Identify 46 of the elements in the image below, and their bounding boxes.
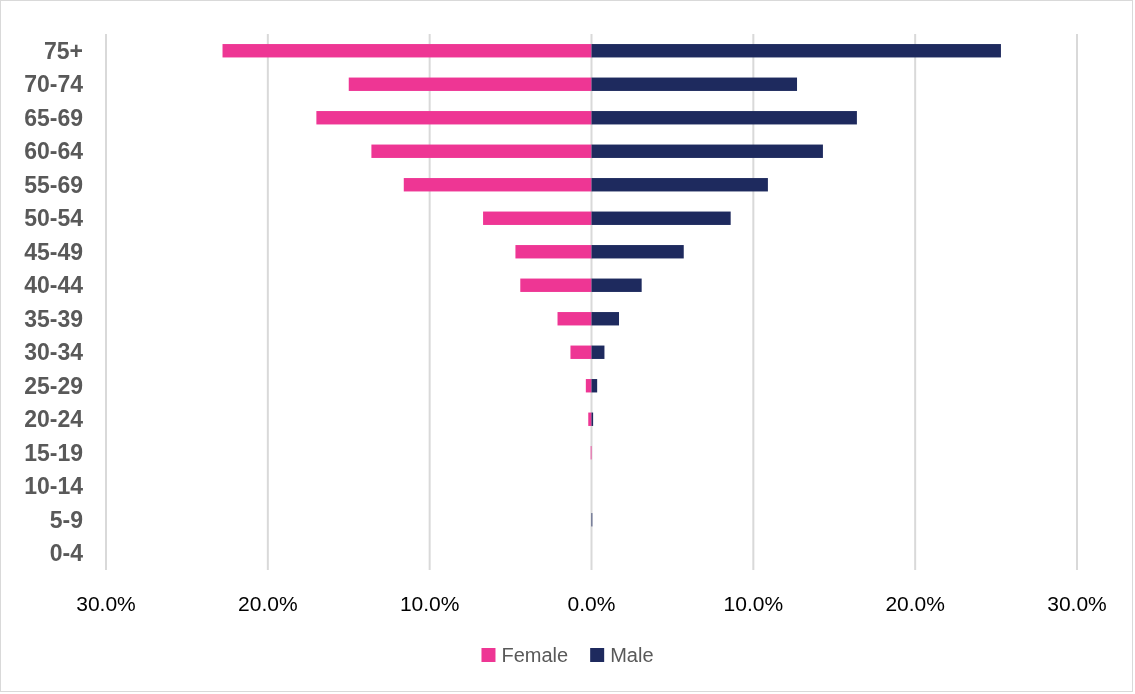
bar (591, 44, 1001, 58)
bar (591, 111, 857, 125)
legend-label: Male (610, 644, 654, 666)
bar (591, 77, 798, 91)
bar (348, 77, 592, 91)
bar (483, 211, 592, 225)
y-tick-label: 55-69 (24, 171, 83, 198)
bar (371, 144, 592, 158)
bar (591, 278, 642, 292)
y-tick-label: 0-4 (49, 540, 84, 567)
y-tick-label: 30-34 (24, 339, 84, 366)
y-tick-label: 75+ (43, 37, 83, 64)
bar (515, 245, 592, 259)
y-tick-label: 20-24 (24, 406, 84, 433)
bar (557, 312, 592, 326)
x-tick-label: 0.0% (567, 591, 616, 615)
y-tick-label: 50-54 (24, 205, 84, 232)
x-tick-label: 20.0% (238, 591, 298, 615)
bar (222, 44, 592, 58)
y-tick-label: 60-64 (24, 138, 84, 165)
x-tick-label: 10.0% (723, 591, 784, 615)
y-tick-label: 65-69 (24, 104, 83, 131)
x-tick-label: 10.0% (399, 591, 460, 615)
y-tick-label: 45-49 (24, 238, 83, 265)
x-tick-label: 30.0% (76, 591, 136, 615)
y-tick-label: 5-9 (49, 506, 83, 533)
bar (585, 379, 592, 393)
y-tick-label: 70-74 (24, 71, 84, 98)
bar (520, 278, 592, 292)
bar (403, 178, 592, 192)
bar (591, 211, 731, 225)
bar (316, 111, 592, 125)
bar (591, 245, 684, 259)
legend-label: Female (501, 644, 569, 666)
bar (570, 345, 592, 359)
bar (591, 312, 620, 326)
bar (591, 144, 823, 158)
y-tick-label: 40-44 (24, 272, 84, 299)
y-tick-label: 15-19 (24, 439, 83, 466)
y-tick-label: 25-29 (24, 372, 83, 399)
y-tick-label: 10-14 (24, 473, 84, 500)
y-tick-label: 35-39 (24, 305, 83, 332)
bar (591, 345, 605, 359)
x-tick-label: 20.0% (885, 591, 945, 615)
bar (591, 178, 768, 192)
x-tick-label: 30.0% (1047, 591, 1107, 615)
